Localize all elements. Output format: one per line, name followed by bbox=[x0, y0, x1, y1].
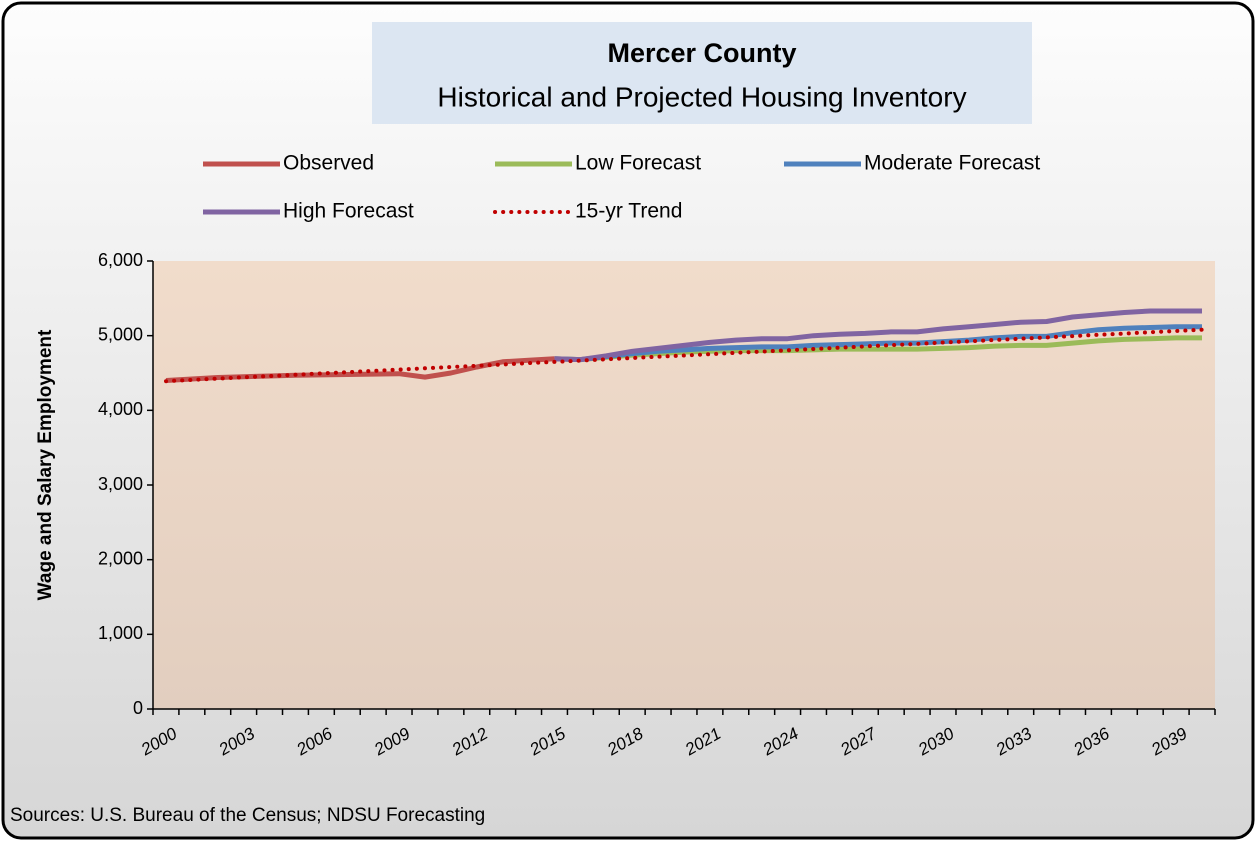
plot-area bbox=[153, 261, 1215, 709]
series-line bbox=[554, 324, 1202, 363]
legend-label: Observed bbox=[283, 152, 374, 175]
y-tick-label: 2,000 bbox=[98, 548, 143, 568]
y-tick-label: 0 bbox=[133, 698, 143, 718]
legend-label: Low Forecast bbox=[575, 152, 701, 175]
legend-label: High Forecast bbox=[283, 200, 414, 223]
legend-label: 15-yr Trend bbox=[575, 200, 682, 223]
y-axis-label: Wage and Salary Employment bbox=[35, 329, 56, 600]
y-tick-label: 4,000 bbox=[98, 399, 143, 419]
y-tick-label: 6,000 bbox=[98, 250, 143, 270]
y-tick-label: 3,000 bbox=[98, 474, 143, 494]
source-note: Sources: U.S. Bureau of the Census; NDSU… bbox=[10, 805, 485, 826]
y-tick-label: 5,000 bbox=[98, 324, 143, 344]
chart-title: Mercer County bbox=[607, 38, 796, 68]
chart-subtitle: Historical and Projected Housing Invento… bbox=[437, 81, 966, 112]
legend-label: Moderate Forecast bbox=[864, 152, 1040, 175]
series-line bbox=[554, 308, 1202, 363]
title-box bbox=[372, 22, 1032, 124]
series-line bbox=[164, 327, 1204, 384]
y-tick-label: 1,000 bbox=[98, 623, 143, 643]
